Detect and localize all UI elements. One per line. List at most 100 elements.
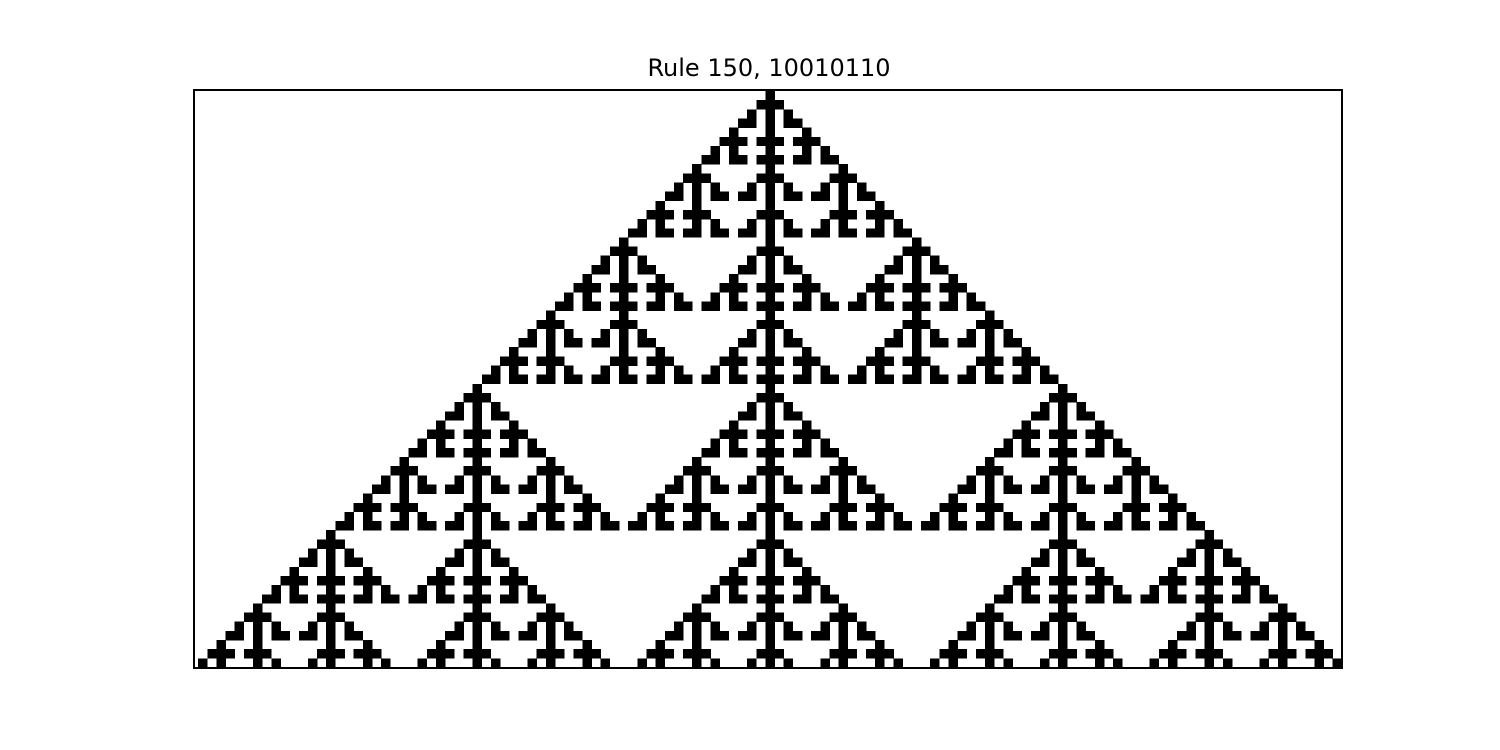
ca-cell <box>454 511 464 522</box>
ca-cell <box>1085 411 1096 421</box>
ca-cell <box>426 649 437 659</box>
ca-cell <box>856 301 867 311</box>
ca-cell <box>783 484 794 494</box>
ca-cell <box>436 429 446 439</box>
ca-cell <box>747 118 757 128</box>
ca-cell <box>875 658 885 667</box>
ca-cell <box>829 173 839 183</box>
ca-cell <box>1168 585 1178 595</box>
ca-cell <box>472 466 483 476</box>
ca-cell <box>884 301 894 311</box>
ca-cell <box>637 264 647 275</box>
ca-cell <box>216 658 226 667</box>
ca-cell <box>573 338 583 348</box>
ca-cell <box>619 264 629 275</box>
ca-cell <box>1232 594 1242 604</box>
ca-cell <box>573 649 583 659</box>
ca-cell <box>655 658 666 667</box>
ca-cell <box>884 502 894 513</box>
ca-cell <box>1250 575 1260 586</box>
ca-cell <box>271 630 281 641</box>
ca-cell <box>1076 521 1086 531</box>
ca-cell <box>1012 338 1022 348</box>
ca-cell <box>957 521 968 531</box>
ca-cell <box>326 621 336 632</box>
ca-cell <box>756 155 766 165</box>
ca-cell <box>1076 621 1086 632</box>
ca-cell <box>362 575 373 586</box>
ca-cell <box>792 594 803 604</box>
ca-cell <box>1039 548 1050 558</box>
ca-cell <box>655 228 666 238</box>
ca-cell <box>783 182 794 192</box>
ca-cell <box>1030 429 1041 439</box>
ca-cell <box>463 612 473 622</box>
ca-cell <box>985 493 995 504</box>
ca-cell <box>701 374 711 385</box>
ca-cell <box>545 310 556 321</box>
ca-cell <box>317 612 327 622</box>
ca-cell <box>765 447 775 458</box>
ca-cell <box>774 649 785 659</box>
ca-cell <box>710 292 720 302</box>
ca-cell <box>399 521 409 531</box>
ca-cell <box>756 429 766 439</box>
ca-cell <box>490 402 501 412</box>
ca-cell <box>866 649 876 659</box>
ca-cell <box>765 511 775 522</box>
ca-cell <box>701 649 711 659</box>
ca-cell <box>344 630 354 641</box>
ca-cell <box>802 347 812 357</box>
ca-cell <box>664 484 675 494</box>
ca-cell <box>619 237 629 247</box>
ca-cell <box>591 283 602 293</box>
ca-cell <box>1149 484 1160 494</box>
ca-cell <box>472 585 483 595</box>
ca-cell <box>1094 566 1105 577</box>
ca-cell <box>966 328 977 339</box>
ca-cell <box>985 338 995 348</box>
ca-cell <box>756 319 766 330</box>
ca-cell <box>646 283 656 293</box>
ca-cell <box>262 649 272 659</box>
ca-cell <box>518 338 528 348</box>
ca-cell <box>820 621 830 632</box>
ca-cell <box>326 548 336 558</box>
ca-cell <box>966 365 977 375</box>
ca-cell <box>326 630 336 641</box>
ca-cell <box>307 658 318 667</box>
ca-cell <box>655 493 666 504</box>
ca-cell <box>893 228 903 238</box>
ca-cell <box>472 502 483 513</box>
ca-cell <box>582 301 592 311</box>
ca-cell <box>664 191 675 202</box>
ca-cell <box>344 548 354 558</box>
ca-cell <box>426 429 437 439</box>
ca-cell <box>536 502 547 513</box>
ca-cell <box>490 658 501 667</box>
ca-cell <box>1030 630 1041 641</box>
ca-cell <box>893 521 903 531</box>
ca-cell <box>1067 502 1077 513</box>
ca-cell <box>774 374 785 385</box>
ca-cell <box>838 658 849 667</box>
ca-cell <box>472 530 483 540</box>
ca-cell <box>1168 594 1178 604</box>
ca-cell <box>225 649 236 659</box>
ca-cell <box>317 539 327 549</box>
ca-cell <box>948 283 958 293</box>
ca-cell <box>500 594 510 604</box>
ca-cell <box>445 411 455 421</box>
ca-cell <box>362 502 373 513</box>
ca-cell <box>628 246 638 256</box>
ca-cell <box>381 475 391 485</box>
ca-cell <box>518 484 528 494</box>
ca-cell <box>509 356 519 366</box>
ca-cell <box>1195 594 1205 604</box>
ca-cell <box>362 585 373 595</box>
ca-cell <box>756 173 766 183</box>
ca-cell <box>1039 511 1050 522</box>
ca-cell <box>527 594 537 604</box>
ca-cell <box>353 502 364 513</box>
ca-cell <box>1058 411 1068 421</box>
